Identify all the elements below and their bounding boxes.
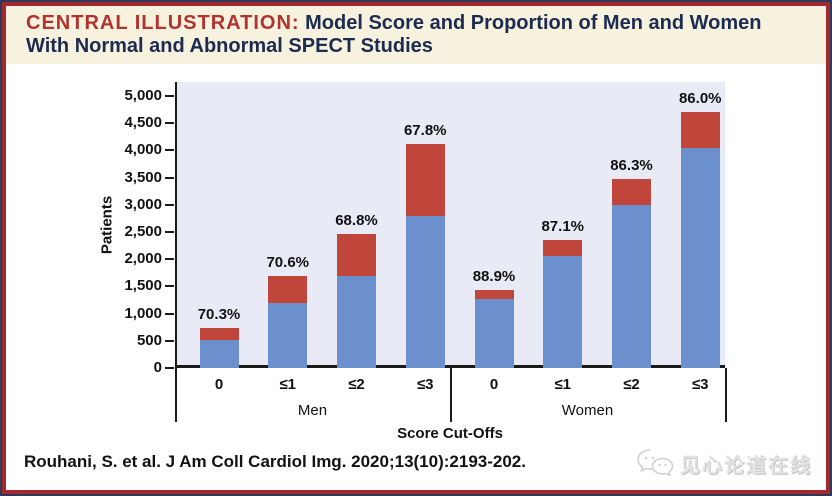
- bar-blue-segment: [268, 302, 308, 368]
- bar-red-segment: [405, 143, 445, 216]
- y-tick-label: 0: [153, 359, 162, 376]
- bar-percent-label: 87.1%: [541, 217, 585, 235]
- x-tick-label: ≤3: [691, 376, 709, 393]
- x-tick-label: 0: [489, 376, 499, 393]
- y-tick-mark: [165, 285, 174, 288]
- y-tick-label: 5,000: [124, 87, 162, 104]
- bar-red-segment: [543, 239, 583, 257]
- bar-blue-segment: [405, 215, 445, 368]
- bar-red-segment: [612, 178, 651, 205]
- group-divider: [725, 368, 727, 422]
- group-label: Women: [561, 402, 614, 419]
- bar-percent-label: 67.8%: [403, 121, 447, 139]
- group-divider: [175, 368, 177, 422]
- bar-blue-segment: [680, 147, 720, 368]
- stacked-bar-chart: Patients Score Cut-Offs 0 500 1,000 1,500 2,…: [6, 64, 826, 446]
- bar-percent-label: 88.9%: [472, 268, 516, 286]
- x-tick-label: ≤1: [554, 376, 572, 393]
- bar-blue-segment: [543, 256, 583, 368]
- y-tick-mark: [165, 203, 174, 206]
- x-tick-label: ≤3: [416, 376, 434, 393]
- y-tick-mark: [165, 122, 174, 125]
- y-tick-label: 1,000: [124, 304, 162, 322]
- y-tick-label: 4,000: [124, 141, 162, 159]
- x-tick-label: ≤2: [623, 376, 640, 393]
- y-tick-label: 3,000: [124, 195, 162, 213]
- bar-blue-segment: [199, 339, 239, 368]
- watermark-text: 见心论道在线: [680, 454, 812, 477]
- bar-percent-label: 70.3%: [197, 305, 241, 323]
- citation: Rouhani, S. et al. J Am Coll Cardiol Img…: [24, 452, 526, 471]
- watermark: 见心论道在线: [636, 448, 812, 478]
- y-tick-mark: [165, 231, 174, 233]
- header-title-line1: CENTRAL ILLUSTRATION: Model Score and Pr…: [26, 12, 812, 35]
- bar-red-segment: [680, 111, 720, 148]
- y-tick-label: 3,500: [124, 168, 162, 186]
- bar-percent-label: 86.3%: [610, 156, 653, 174]
- y-tick-label: 1,500: [124, 277, 162, 295]
- figure-footer: Rouhani, S. et al. J Am Coll Cardiol Img…: [6, 446, 826, 490]
- figure-header: CENTRAL ILLUSTRATION: Model Score and Pr…: [6, 6, 826, 64]
- y-tick-label: 2,500: [124, 223, 162, 240]
- y-tick-mark: [165, 258, 174, 261]
- header-title-line2: With Normal and Abnormal SPECT Studies: [26, 35, 433, 57]
- bar-blue-segment: [474, 298, 514, 368]
- x-tick-label: ≤1: [279, 376, 297, 393]
- group-divider: [450, 368, 452, 422]
- x-tick-label: ≤2: [348, 376, 365, 393]
- bar-blue-segment: [612, 204, 651, 368]
- bar-percent-label: 86.0%: [678, 89, 722, 107]
- y-tick-label: 500: [136, 331, 162, 349]
- bar-red-segment: [474, 290, 514, 299]
- y-tick-mark: [165, 95, 174, 97]
- bar-red-segment: [268, 275, 308, 303]
- bar-blue-segment: [337, 275, 376, 368]
- chat-bubbles-icon: [637, 449, 674, 477]
- bar-percent-label: 70.6%: [266, 253, 310, 271]
- header-label: CENTRAL ILLUSTRATION:: [26, 12, 300, 34]
- x-axis-title: Score Cut-Offs: [397, 425, 503, 442]
- y-tick-mark: [165, 339, 174, 342]
- y-tick-label: 4,500: [124, 114, 162, 132]
- header-title-text: Model Score and Proportion of Men and Wo…: [305, 12, 762, 34]
- bar-red-segment: [199, 327, 239, 340]
- group-label: Men: [297, 402, 328, 419]
- y-tick-label: 2,000: [124, 250, 162, 268]
- y-tick-mark: [165, 312, 174, 315]
- y-tick-mark: [165, 367, 174, 369]
- y-tick-mark: [165, 149, 174, 152]
- y-tick-mark: [165, 176, 174, 179]
- bar-red-segment: [337, 233, 376, 276]
- x-tick-label: 0: [214, 376, 224, 393]
- bar-percent-label: 68.8%: [335, 211, 378, 229]
